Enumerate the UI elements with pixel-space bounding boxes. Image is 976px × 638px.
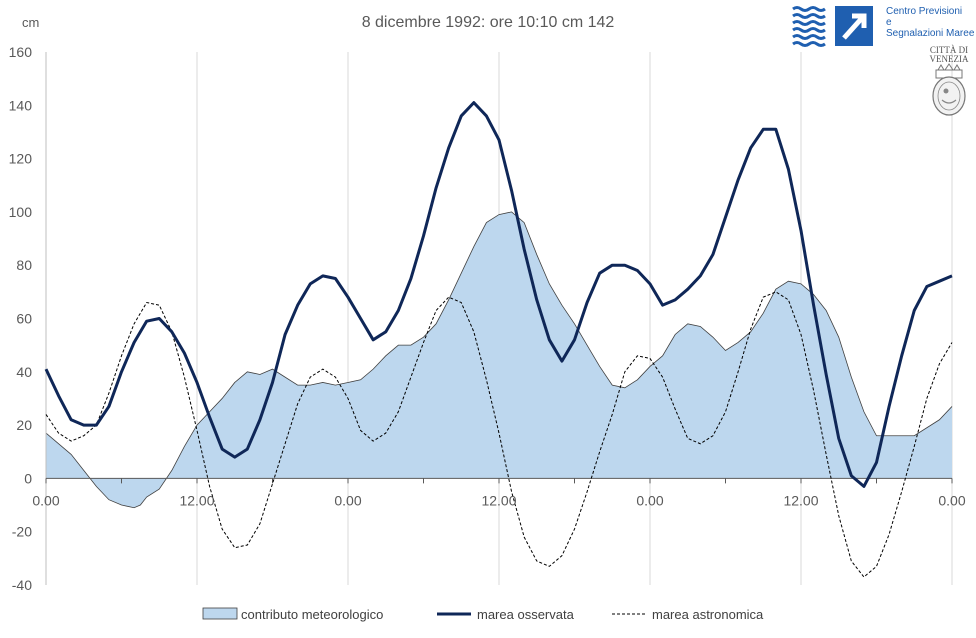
- series-lines: [44, 101, 953, 578]
- meteo-area-fill: [46, 211, 952, 508]
- legend-swatch-area: [202, 607, 238, 620]
- y-tick-label: 100: [9, 204, 33, 220]
- tick-labels: 160 140 120 100 80 60 40 20 0 -20 -40 0.00 12.00 0.00…: [9, 44, 966, 593]
- chart-title: 8 dicembre 1992: ore 10:10 cm 142: [362, 14, 615, 31]
- observed-tide-line: [44, 101, 953, 488]
- x-tick-label: 12.00: [179, 492, 214, 508]
- waves-arrow-icon: [792, 6, 873, 47]
- y-tick-label: 160: [9, 44, 33, 60]
- y-tick-label: 60: [16, 311, 32, 327]
- y-axis-unit: cm: [22, 15, 39, 30]
- city-line-2: VENEZIA: [930, 54, 969, 64]
- legend-label-astronomical: marea astronomica: [652, 607, 764, 622]
- y-tick-label: 140: [9, 97, 33, 113]
- astronomical-tide-line: [45, 291, 953, 578]
- x-tick-label: 0.00: [938, 492, 965, 508]
- y-tick-label: -40: [12, 577, 32, 593]
- axes: [45, 52, 953, 585]
- y-tick-label: 0: [24, 470, 32, 486]
- city-line-1: CITTÀ DI: [930, 45, 968, 55]
- x-tick-label: 0.00: [636, 492, 663, 508]
- x-tick-label: 0.00: [32, 492, 59, 508]
- city-emblem: CITTÀ DI VENEZIA: [930, 45, 969, 116]
- lion-seal-icon: [932, 63, 966, 116]
- x-tick-label: 12.00: [481, 492, 516, 508]
- logo-line-1: Centro Previsioni: [886, 6, 962, 17]
- y-tick-label: -20: [12, 524, 32, 540]
- logo-line-3: Segnalazioni Maree: [886, 28, 975, 39]
- y-tick-label: 80: [16, 257, 32, 273]
- x-tick-label: 0.00: [334, 492, 361, 508]
- meteo-area-outline: [45, 211, 953, 509]
- x-tick-label: 12.00: [783, 492, 818, 508]
- cpsm-logo: Centro Previsioni e Segnalazioni Maree: [792, 6, 975, 47]
- legend-label-area: contributo meteorologico: [241, 607, 383, 622]
- y-tick-label: 40: [16, 364, 32, 380]
- logo-line-2: e: [886, 17, 892, 28]
- y-tick-label: 20: [16, 417, 32, 433]
- y-tick-label: 120: [9, 151, 33, 167]
- legend: contributo meteorologico marea osservata…: [202, 607, 764, 622]
- meteorological-area: [45, 211, 953, 509]
- legend-label-observed: marea osservata: [477, 607, 575, 622]
